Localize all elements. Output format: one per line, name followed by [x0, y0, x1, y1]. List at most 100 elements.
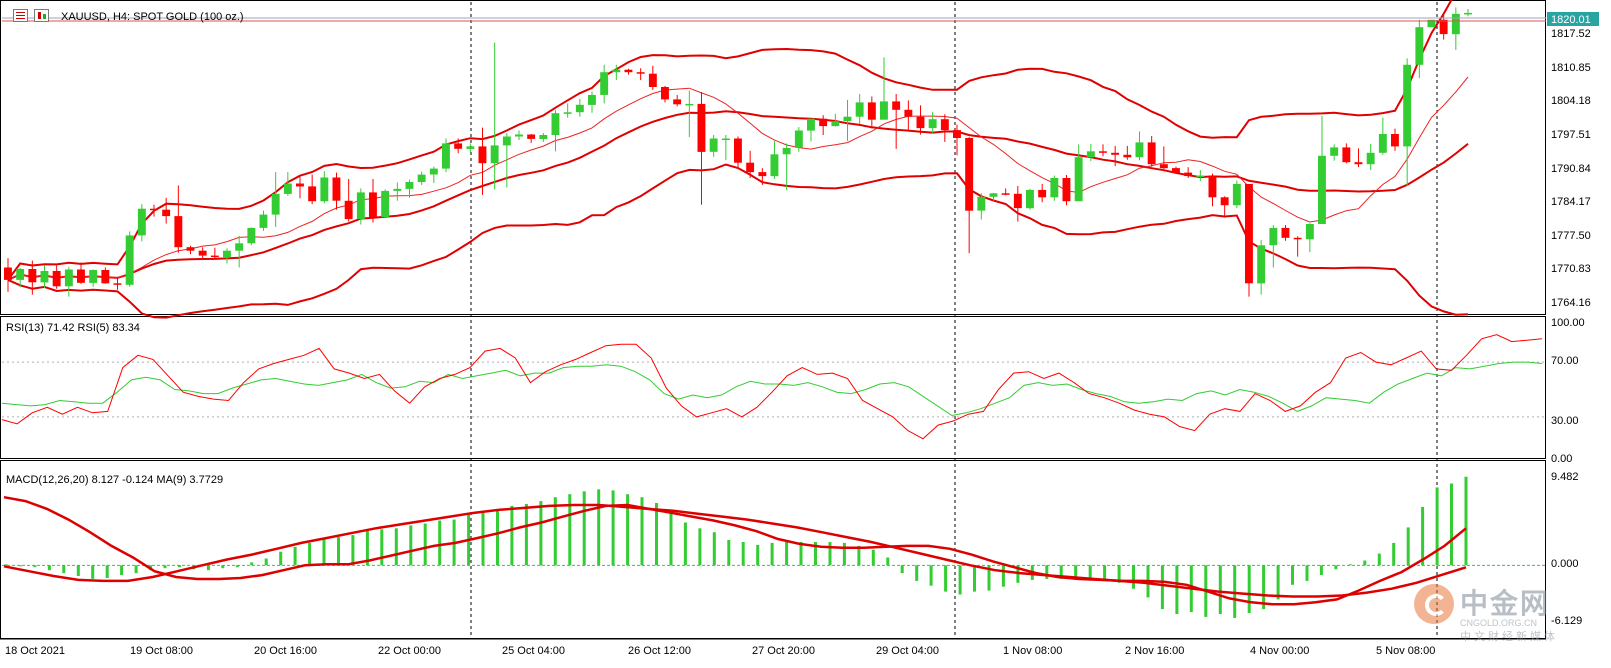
rsi-axis: 100.00 70.00 30.00 0.00: [1551, 317, 1585, 465]
price-tick: 1777.50: [1551, 230, 1591, 242]
price-grid: [2, 361, 1545, 418]
candle-body: [4, 267, 12, 280]
chart-type-icon[interactable]: [34, 9, 49, 22]
candle-body: [223, 250, 231, 258]
candle-body: [417, 174, 426, 182]
macd-histogram-bar: [264, 558, 268, 566]
macd-histogram-bar: [524, 504, 528, 566]
price-axis: 1817.52 1810.85 1804.18 1797.51 1790.84 …: [1551, 28, 1591, 309]
candle-body: [794, 130, 803, 148]
time-label: 27 Oct 20:00: [752, 645, 815, 657]
rsi-label: RSI(13) 71.42 RSI(5) 83.34: [6, 322, 140, 334]
macd-histogram-bar: [33, 565, 37, 568]
watermark-text: 中金网: [1460, 587, 1551, 620]
candle-body: [515, 134, 523, 137]
candle-body: [1111, 152, 1120, 155]
candle-body: [271, 193, 280, 215]
candle-body: [308, 186, 317, 202]
watermark: 中金网 CNGOLD.ORG.CN 中文财经新媒体: [1414, 582, 1560, 644]
macd-label: MACD(12,26,20) 8.127 -0.124 MA(9) 3.7729: [6, 474, 223, 486]
macd-histogram-bar: [178, 565, 181, 568]
macd-histogram-bar: [1218, 565, 1222, 614]
macd-histogram-bar: [337, 537, 340, 566]
time-label: 26 Oct 12:00: [628, 645, 691, 657]
time-label: 20 Oct 16:00: [254, 645, 317, 657]
macd-histogram-bar: [915, 565, 919, 581]
candle-body: [210, 255, 219, 258]
candle-body: [1245, 183, 1253, 284]
candle-body: [1427, 19, 1436, 28]
time-label: 29 Oct 04:00: [876, 645, 939, 657]
macd-histogram-bar: [62, 565, 66, 574]
candle-body: [1281, 227, 1290, 238]
time-label: 5 Nov 08:00: [1376, 645, 1435, 657]
macd-histogram-bar: [741, 542, 745, 566]
macd-histogram-bar: [553, 497, 557, 566]
candle-body: [1196, 175, 1205, 177]
macd-histogram-bar: [91, 565, 95, 579]
candle-body: [490, 145, 499, 164]
time-label: 4 Nov 00:00: [1250, 645, 1309, 657]
macd-histogram-bar: [842, 542, 846, 566]
candle-body: [661, 87, 669, 100]
candle-body: [1318, 155, 1326, 224]
rsi-lines: [1, 334, 1543, 440]
macd-histogram-bar: [293, 546, 297, 566]
candle-body: [1415, 27, 1424, 65]
price-panel-frame: [0, 0, 1546, 315]
rsi-panel-frame: [0, 316, 1546, 459]
candle-body: [1342, 147, 1351, 163]
candle-body: [1147, 142, 1156, 165]
macd-histogram-bar: [1045, 565, 1049, 579]
candle-body: [1257, 245, 1266, 284]
middle-band-line: [7, 110, 1469, 281]
macd-histogram-bar: [351, 535, 355, 566]
candle-body: [807, 118, 815, 131]
macd-histogram-bar: [105, 565, 109, 578]
macd-axis: 9.482 0.000 -6.129: [1551, 471, 1582, 627]
list-icon[interactable]: [13, 9, 28, 22]
macd-histogram-bar: [655, 503, 658, 566]
candle-body: [198, 250, 207, 256]
rsi-tick: 0.00: [1551, 453, 1572, 465]
macd-histogram-bar: [76, 565, 80, 576]
macd-histogram-bar: [1291, 565, 1294, 585]
candle-body: [259, 214, 268, 228]
candle-body: [113, 283, 122, 285]
macd-histogram-bar: [1103, 565, 1107, 581]
candle-body: [1050, 178, 1059, 198]
candle-body: [16, 269, 25, 280]
candle-body: [454, 143, 463, 149]
candle-body: [393, 188, 402, 191]
macd-histogram-bar: [582, 491, 586, 566]
macd-histogram-bar: [785, 541, 789, 566]
macd-histogram-bar: [1421, 506, 1425, 566]
macd-histogram-bar: [756, 544, 760, 566]
macd-histogram-bar: [568, 494, 572, 566]
candle-body: [429, 168, 438, 175]
candle-body: [1062, 178, 1071, 202]
macd-histogram-bar: [4, 564, 8, 566]
macd-histogram-bar: [1117, 565, 1121, 583]
macd-histogram-bar: [987, 565, 991, 591]
candle-body: [77, 269, 85, 283]
candle-body: [648, 73, 657, 87]
candle-body: [466, 146, 475, 149]
price-tick: 1790.84: [1551, 163, 1591, 175]
candle-body: [1451, 13, 1460, 35]
macd-histogram-bar: [481, 512, 485, 566]
macd-histogram-bar: [1276, 565, 1280, 600]
candle-body: [843, 116, 852, 122]
macd-histogram-bar: [19, 565, 22, 567]
macd-histogram-bar: [944, 565, 948, 592]
candle-body: [551, 113, 560, 135]
macd-histogram-bar: [539, 501, 543, 566]
candle-body: [734, 138, 742, 163]
candle-body: [746, 162, 755, 173]
macd-histogram-bar: [394, 528, 398, 566]
macd-histogram-bar: [510, 505, 514, 566]
period-separators: [470, 2, 1438, 638]
macd-tick: -6.129: [1551, 615, 1582, 627]
candle-body: [28, 269, 37, 283]
macd-histogram-bar: [423, 523, 427, 566]
